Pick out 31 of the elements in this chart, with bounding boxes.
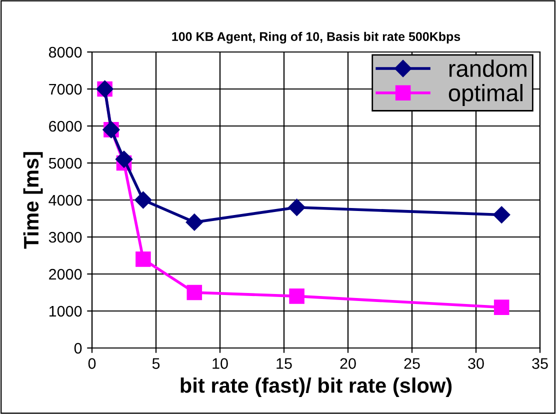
x-tick-label: 15 <box>276 358 292 369</box>
y-tick-label: 4000 <box>48 194 82 206</box>
y-tick-label: 7000 <box>49 84 82 95</box>
x-axis-title: bit rate (fast)/ bit rate (slow) <box>180 378 452 397</box>
x-tick-label: 0 <box>88 358 96 369</box>
y-tick-label: 6000 <box>49 120 82 132</box>
legend-label: optimal <box>448 84 522 106</box>
x-tick-label: 25 <box>404 358 420 369</box>
point <box>494 300 510 315</box>
y-axis-title: Time [ms] <box>23 152 43 249</box>
point <box>134 191 152 209</box>
point <box>186 214 203 231</box>
y-tick-label: 1000 <box>49 306 82 317</box>
y-tick-label: 5000 <box>48 158 82 169</box>
point <box>136 252 151 267</box>
x-tick-label: 30 <box>468 358 484 369</box>
y-tick-label: 2000 <box>49 268 82 280</box>
point <box>288 198 306 216</box>
point <box>186 284 202 300</box>
point <box>115 150 133 168</box>
chart-title: 100 KB Agent, Ring of 10, Basis bit rate 500Kbps <box>172 32 460 44</box>
x-tick-label: 35 <box>532 358 548 369</box>
x-tick-label: 20 <box>340 358 356 369</box>
x-tick-label: 10 <box>212 358 228 369</box>
x-tick-label: 5 <box>152 358 160 369</box>
point <box>493 206 510 224</box>
y-tick-label: 8000 <box>48 46 82 58</box>
legend-label: random <box>449 60 526 77</box>
point <box>289 288 304 304</box>
y-tick-label: 3000 <box>48 232 82 243</box>
y-tick-label: 0 <box>74 342 82 354</box>
